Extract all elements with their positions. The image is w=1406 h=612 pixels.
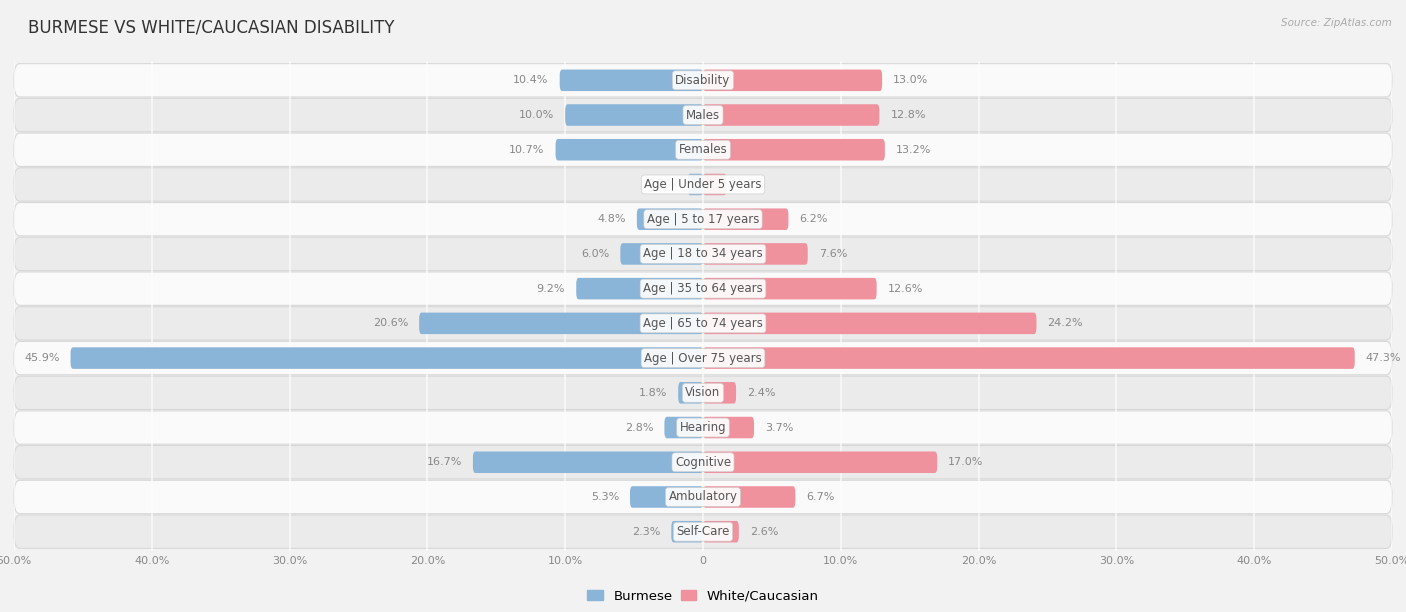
Text: 45.9%: 45.9% <box>24 353 59 363</box>
Text: 2.8%: 2.8% <box>624 422 654 433</box>
Text: 1.1%: 1.1% <box>648 179 676 190</box>
FancyBboxPatch shape <box>703 348 1355 369</box>
Text: Cognitive: Cognitive <box>675 456 731 469</box>
FancyBboxPatch shape <box>70 348 703 369</box>
FancyBboxPatch shape <box>703 174 727 195</box>
FancyBboxPatch shape <box>671 521 703 542</box>
Text: 17.0%: 17.0% <box>948 457 984 467</box>
Text: 6.0%: 6.0% <box>581 249 609 259</box>
Text: Disability: Disability <box>675 74 731 87</box>
FancyBboxPatch shape <box>14 237 1392 271</box>
Text: Age | 18 to 34 years: Age | 18 to 34 years <box>643 247 763 261</box>
Text: 13.0%: 13.0% <box>893 75 928 85</box>
Text: Self-Care: Self-Care <box>676 525 730 538</box>
FancyBboxPatch shape <box>688 174 703 195</box>
Text: 4.8%: 4.8% <box>598 214 626 224</box>
Text: 6.2%: 6.2% <box>800 214 828 224</box>
FancyBboxPatch shape <box>14 480 1392 513</box>
FancyBboxPatch shape <box>472 452 703 473</box>
Text: Age | 65 to 74 years: Age | 65 to 74 years <box>643 317 763 330</box>
Text: 6.7%: 6.7% <box>807 492 835 502</box>
FancyBboxPatch shape <box>703 486 796 508</box>
Text: 9.2%: 9.2% <box>537 283 565 294</box>
Text: Females: Females <box>679 143 727 156</box>
FancyBboxPatch shape <box>630 486 703 508</box>
Text: 7.6%: 7.6% <box>818 249 848 259</box>
Text: Vision: Vision <box>685 386 721 399</box>
Text: 24.2%: 24.2% <box>1047 318 1083 329</box>
Text: 47.3%: 47.3% <box>1365 353 1402 363</box>
Text: 1.7%: 1.7% <box>738 179 766 190</box>
FancyBboxPatch shape <box>703 104 879 126</box>
Text: Age | 5 to 17 years: Age | 5 to 17 years <box>647 213 759 226</box>
Text: 12.8%: 12.8% <box>890 110 927 120</box>
Legend: Burmese, White/Caucasian: Burmese, White/Caucasian <box>582 584 824 608</box>
FancyBboxPatch shape <box>14 272 1392 305</box>
Text: 1.8%: 1.8% <box>638 388 668 398</box>
FancyBboxPatch shape <box>620 243 703 264</box>
Text: Ambulatory: Ambulatory <box>668 490 738 504</box>
FancyBboxPatch shape <box>703 139 884 160</box>
Text: 2.6%: 2.6% <box>749 527 779 537</box>
Text: 2.3%: 2.3% <box>631 527 661 537</box>
FancyBboxPatch shape <box>665 417 703 438</box>
FancyBboxPatch shape <box>637 209 703 230</box>
Text: 12.6%: 12.6% <box>887 283 922 294</box>
Text: Males: Males <box>686 108 720 122</box>
FancyBboxPatch shape <box>14 168 1392 201</box>
FancyBboxPatch shape <box>703 313 1036 334</box>
Text: 20.6%: 20.6% <box>373 318 408 329</box>
FancyBboxPatch shape <box>703 70 882 91</box>
FancyBboxPatch shape <box>14 64 1392 97</box>
FancyBboxPatch shape <box>555 139 703 160</box>
Text: 2.4%: 2.4% <box>747 388 776 398</box>
FancyBboxPatch shape <box>565 104 703 126</box>
Text: Source: ZipAtlas.com: Source: ZipAtlas.com <box>1281 18 1392 28</box>
FancyBboxPatch shape <box>419 313 703 334</box>
Text: Age | Over 75 years: Age | Over 75 years <box>644 351 762 365</box>
FancyBboxPatch shape <box>14 307 1392 340</box>
FancyBboxPatch shape <box>703 243 807 264</box>
FancyBboxPatch shape <box>14 203 1392 236</box>
FancyBboxPatch shape <box>560 70 703 91</box>
FancyBboxPatch shape <box>703 209 789 230</box>
Text: Age | 35 to 64 years: Age | 35 to 64 years <box>643 282 763 295</box>
FancyBboxPatch shape <box>703 382 737 403</box>
FancyBboxPatch shape <box>703 521 738 542</box>
Text: 3.7%: 3.7% <box>765 422 793 433</box>
FancyBboxPatch shape <box>14 411 1392 444</box>
Text: 5.3%: 5.3% <box>591 492 619 502</box>
FancyBboxPatch shape <box>14 515 1392 548</box>
FancyBboxPatch shape <box>576 278 703 299</box>
FancyBboxPatch shape <box>14 376 1392 409</box>
FancyBboxPatch shape <box>678 382 703 403</box>
Text: 13.2%: 13.2% <box>896 145 931 155</box>
Text: 10.4%: 10.4% <box>513 75 548 85</box>
Text: 16.7%: 16.7% <box>426 457 461 467</box>
Text: Age | Under 5 years: Age | Under 5 years <box>644 178 762 191</box>
FancyBboxPatch shape <box>14 99 1392 132</box>
FancyBboxPatch shape <box>703 417 754 438</box>
FancyBboxPatch shape <box>703 278 876 299</box>
Text: BURMESE VS WHITE/CAUCASIAN DISABILITY: BURMESE VS WHITE/CAUCASIAN DISABILITY <box>28 18 395 36</box>
FancyBboxPatch shape <box>703 452 938 473</box>
Text: 10.7%: 10.7% <box>509 145 544 155</box>
Text: 10.0%: 10.0% <box>519 110 554 120</box>
FancyBboxPatch shape <box>14 341 1392 375</box>
FancyBboxPatch shape <box>14 446 1392 479</box>
Text: Hearing: Hearing <box>679 421 727 434</box>
FancyBboxPatch shape <box>14 133 1392 166</box>
